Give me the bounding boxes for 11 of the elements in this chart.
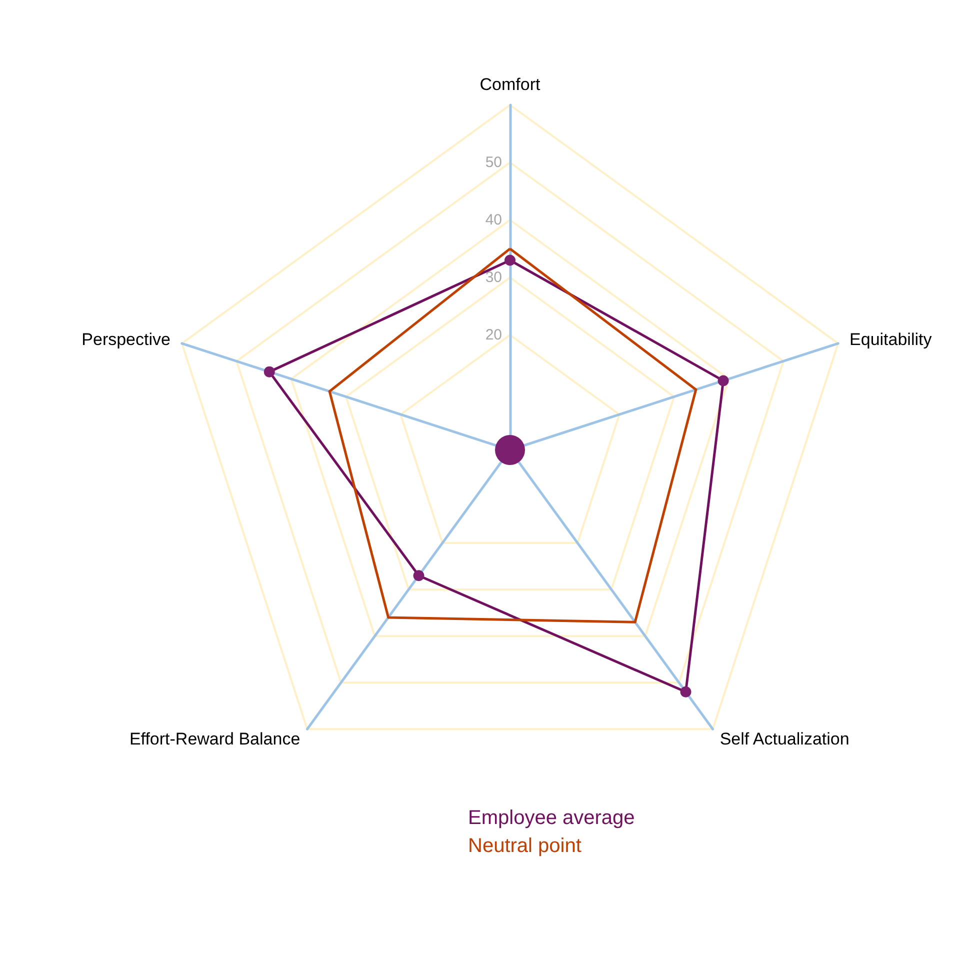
spoke-label: Effort-Reward Balance [129,729,300,748]
text: Employee average [468,807,635,829]
text: Neutral point [468,835,582,857]
spoke-label: Self Actualization [720,729,850,748]
y-tick-label: 50 [485,154,502,171]
y-tick-label: 40 [485,212,502,228]
spoke-label: Equitability [850,330,932,350]
y-tick-label: 30 [485,269,502,286]
y-tick-label: 20 [485,326,502,344]
spoke-label: Perspective [82,330,170,350]
spoke-label: Comfort [480,75,540,94]
